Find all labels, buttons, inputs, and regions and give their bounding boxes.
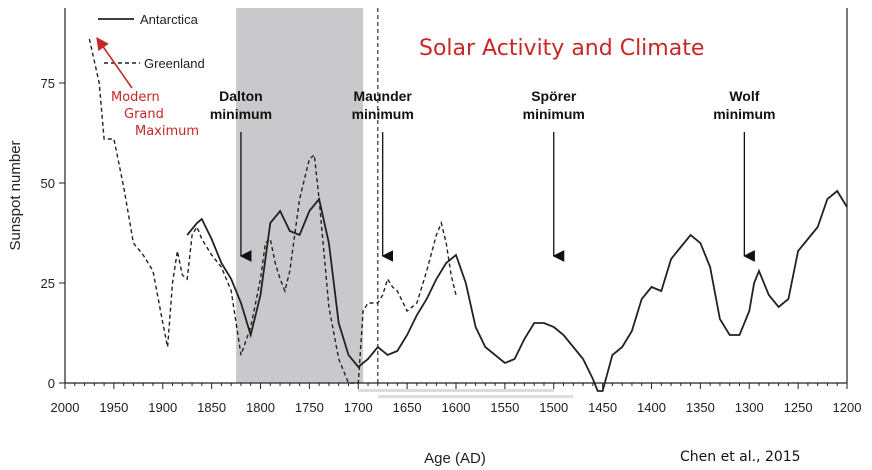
minimum-label: minimum <box>523 106 585 122</box>
x-tick-label: 1850 <box>197 400 226 415</box>
modern-label-line-1: Modern <box>111 90 160 105</box>
age-uncertainty-bar-2 <box>377 395 574 398</box>
minimum-label: Spörer <box>531 88 577 104</box>
x-tick-label: 1400 <box>637 400 666 415</box>
x-axis-title: Age (AD) <box>424 450 486 467</box>
modern-label-line-3: Maximum <box>135 124 199 139</box>
x-tick-label: 2000 <box>51 400 80 415</box>
x-tick-label: 1950 <box>99 400 128 415</box>
x-tick-label: 1700 <box>344 400 373 415</box>
minimum-label: Dalton <box>219 88 263 104</box>
x-tick-label: 1900 <box>148 400 177 415</box>
x-tick-label: 1500 <box>539 400 568 415</box>
x-tick-label: 1600 <box>442 400 471 415</box>
minimum-label: Wolf <box>729 88 759 104</box>
age-uncertainty-bar-1 <box>358 389 554 392</box>
axis-ticks: 2000 1950 1900 1850 1800 1750 1700 1650 1600 1550… <box>41 76 862 415</box>
dalton-shaded-region <box>236 8 364 383</box>
x-tick-label: 1800 <box>246 400 275 415</box>
modern-grand-maximum-annotation: Modern Grand Maximum <box>96 36 199 139</box>
minima-annotations: Dalton minimum Maunder minimum Spörer minimum… <box>210 88 775 262</box>
source-credit: Chen et al., 2015 <box>680 449 801 465</box>
y-tick-label: 0 <box>48 376 55 391</box>
minimum-label: minimum <box>713 106 775 122</box>
series-line-greenland <box>88 38 457 384</box>
modern-max-arrow <box>96 36 133 89</box>
y-axis-title: Sunspot number <box>7 140 24 250</box>
series-line-antarctica <box>186 189 848 392</box>
legend-label-antarctica: Antarctica <box>140 12 199 27</box>
y-tick-label: 25 <box>41 276 55 291</box>
minimum-label: minimum <box>210 106 272 122</box>
legend: Antarctica Greenland <box>98 12 205 71</box>
modern-label-line-2: Grand <box>124 107 164 122</box>
chart-title: Solar Activity and Climate <box>419 36 704 61</box>
legend-label-greenland: Greenland <box>144 56 205 71</box>
x-tick-label: 1650 <box>393 400 422 415</box>
x-tick-label: 1300 <box>735 400 764 415</box>
x-tick-label: 1550 <box>490 400 519 415</box>
x-tick-label: 1350 <box>686 400 715 415</box>
y-tick-label: 50 <box>41 176 55 191</box>
x-tick-label: 1750 <box>295 400 324 415</box>
minimum-label: Maunder <box>354 88 413 104</box>
x-tick-label: 1450 <box>588 400 617 415</box>
y-tick-label: 75 <box>41 76 55 91</box>
x-tick-label: 1250 <box>784 400 813 415</box>
minimum-label: minimum <box>352 106 414 122</box>
x-tick-label: 1200 <box>833 400 862 415</box>
